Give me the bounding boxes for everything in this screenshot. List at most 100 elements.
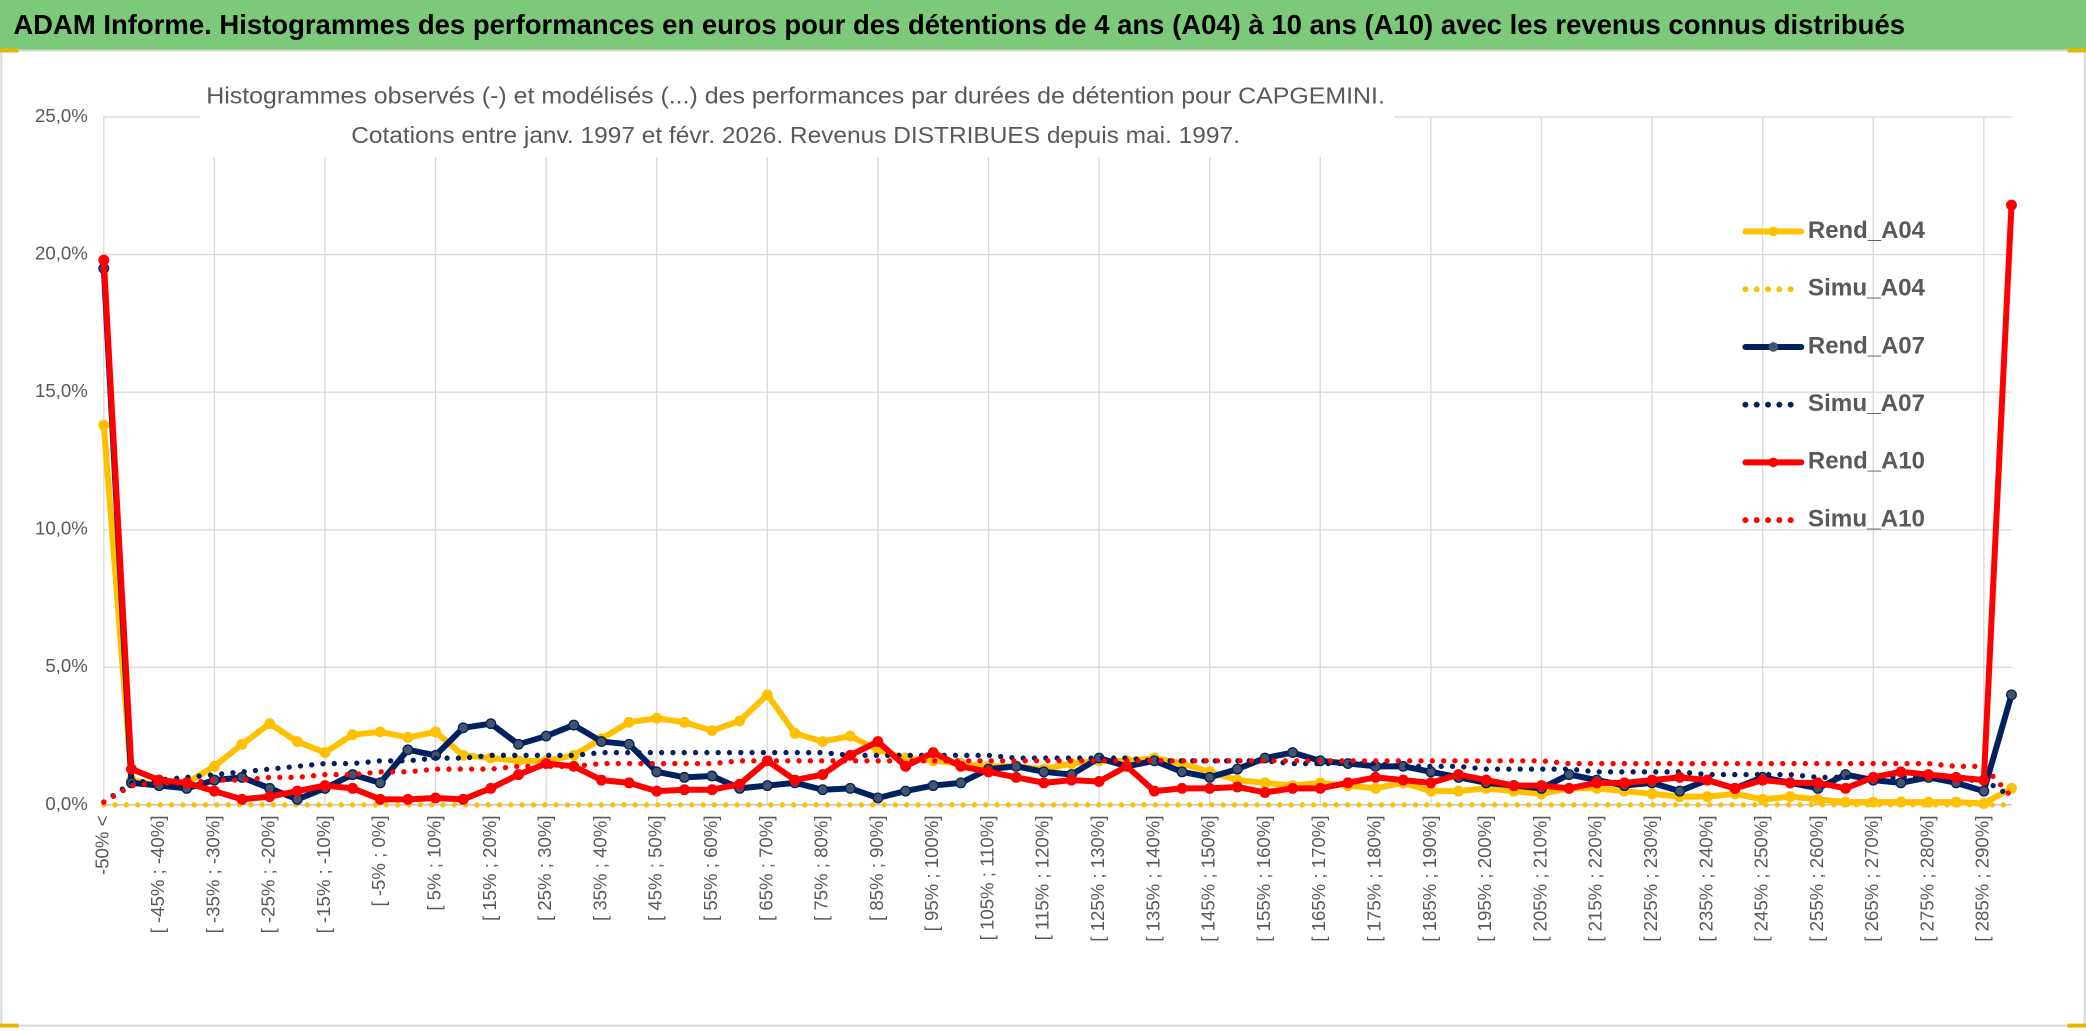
point-marker (236, 738, 248, 750)
legend-marker (1768, 342, 1779, 352)
x-tick-label: [ 215% ; 220%] (1585, 815, 1606, 941)
point-marker (1923, 769, 1934, 781)
point-marker (1038, 777, 1050, 789)
x-tick-label: -50% < (92, 815, 113, 874)
x-tick-label: [ 275% ; 280%] (1916, 815, 1937, 941)
point-marker (651, 766, 663, 778)
point-marker (595, 736, 607, 748)
point-marker (900, 785, 912, 797)
point-marker (734, 715, 746, 727)
point-marker (457, 722, 469, 734)
point-marker (595, 774, 607, 786)
point-marker (1508, 780, 1520, 792)
chart-subtitle: Cotations entre janv. 1997 et févr. 2026… (351, 122, 1240, 148)
point-marker (1674, 771, 1686, 783)
y-tick-label: 5,0% (45, 655, 87, 676)
point-marker (1370, 771, 1382, 783)
x-tick-label: [ 95% ; 100%] (921, 815, 942, 931)
point-marker (955, 777, 967, 789)
point-marker (291, 785, 303, 797)
point-marker (651, 785, 663, 797)
legend-label: Simu_A10 (1808, 505, 1925, 532)
x-tick-label: [ 25% ; 30%] (534, 815, 555, 921)
point-marker (927, 747, 939, 759)
point-marker (402, 793, 414, 805)
point-marker (678, 716, 690, 728)
point-marker (374, 777, 386, 789)
chart-title: Histogrammes observés (-) et modélisés (… (206, 82, 1385, 108)
x-tick-label: [ 85% ; 90%] (866, 815, 887, 921)
point-marker (1397, 774, 1409, 786)
solid-line (100, 422, 2015, 807)
point-marker (540, 730, 552, 742)
point-marker (568, 719, 580, 731)
point-marker (817, 769, 829, 781)
x-tick-label: [ 165% ; 170%] (1308, 815, 1329, 941)
x-tick-label: [ 245% ; 250%] (1751, 815, 1772, 941)
point-marker (1453, 769, 1464, 781)
point-marker (1812, 793, 1824, 805)
point-marker (872, 792, 884, 804)
point-marker (1729, 782, 1741, 794)
x-tick-label: [ 75% ; 80%] (811, 815, 832, 921)
point-marker (706, 784, 718, 796)
point-marker (2006, 689, 2017, 701)
x-tick-label: [ 45% ; 50%] (645, 815, 666, 921)
legend-marker (1768, 226, 1779, 237)
point-marker (761, 780, 773, 792)
legend-label: Rend_A10 (1808, 448, 1925, 475)
point-marker (98, 254, 110, 266)
point-marker (485, 782, 497, 794)
point-marker (1978, 774, 1990, 786)
legend-label: Simu_A07 (1808, 390, 1925, 417)
x-tick-label: [ 255% ; 260%] (1806, 815, 1827, 941)
point-marker (1204, 771, 1216, 783)
point-marker (1812, 777, 1824, 789)
point-marker (264, 791, 276, 803)
x-tick-label: [ 5% ; 10%] (423, 815, 444, 910)
point-marker (955, 760, 967, 772)
y-tick-label: 10,0% (35, 518, 88, 539)
x-tick-label: [ 15% ; 20%] (479, 815, 500, 921)
point-marker (2006, 199, 2017, 211)
legend-label: Rend_A04 (1808, 217, 1926, 244)
point-marker (1231, 763, 1243, 775)
point-marker (319, 747, 331, 759)
point-marker (1287, 747, 1299, 759)
x-tick-label: [ -35% ; -30%] (202, 815, 223, 933)
point-marker (1287, 782, 1299, 794)
point-marker (402, 744, 414, 756)
point-marker (761, 689, 773, 701)
point-marker (1259, 787, 1271, 798)
x-tick-label: [ 115% ; 120%] (1032, 815, 1053, 940)
point-marker (1176, 766, 1188, 778)
point-marker (1867, 796, 1879, 808)
point-marker (1784, 777, 1796, 789)
x-tick-label: [ 145% ; 150%] (1198, 815, 1219, 941)
point-marker (1259, 777, 1271, 789)
point-marker (1895, 777, 1907, 789)
point-marker (706, 725, 718, 737)
point-marker (125, 763, 137, 775)
point-marker (1591, 777, 1603, 789)
x-tick-label: [ -25% ; -20%] (258, 815, 279, 933)
point-marker (1646, 788, 1658, 800)
x-tick-label: [ 225% ; 230%] (1640, 815, 1661, 941)
point-marker (1453, 785, 1464, 797)
point-marker (678, 771, 690, 783)
point-marker (900, 760, 912, 772)
legend-label: Simu_A04 (1808, 275, 1926, 302)
point-marker (208, 760, 220, 772)
point-marker (1784, 791, 1796, 803)
y-tick-label: 15,0% (35, 380, 88, 401)
point-marker (1618, 777, 1630, 789)
point-marker (1148, 785, 1160, 797)
point-marker (1176, 782, 1188, 794)
x-tick-label: [ 55% ; 60%] (700, 815, 721, 921)
point-marker (1093, 776, 1105, 787)
point-marker (1204, 782, 1216, 794)
y-tick-label: 0,0% (45, 793, 87, 814)
point-marker (844, 730, 856, 742)
point-marker (513, 738, 524, 750)
